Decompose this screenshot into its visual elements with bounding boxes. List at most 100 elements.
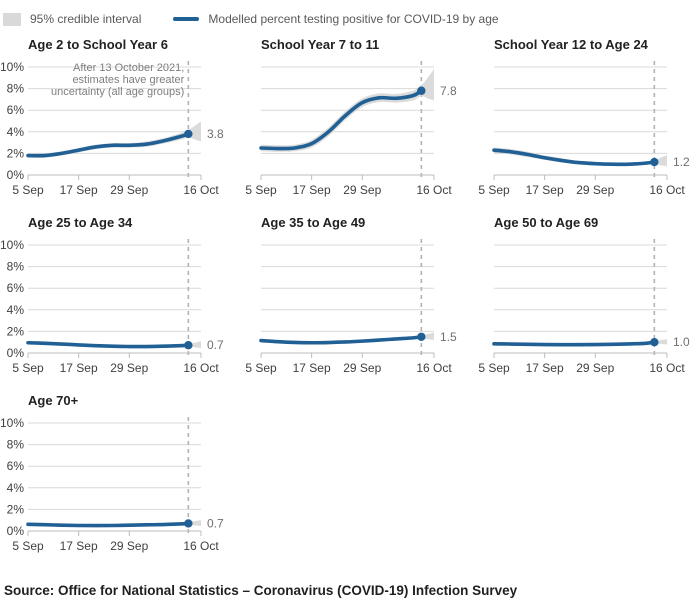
x-tick-label: 5 Sep bbox=[245, 183, 277, 197]
end-value-label: 7.8 bbox=[440, 84, 457, 98]
charts-grid: Age 2 to School Year 6 3.8 5 Sep 17 Sep 29 … bbox=[0, 33, 699, 567]
modelled-line bbox=[26, 132, 191, 158]
x-tick-label: 29 Sep bbox=[576, 183, 614, 197]
x-tick-label: 29 Sep bbox=[110, 361, 148, 375]
x-tick-label: 17 Sep bbox=[60, 361, 98, 375]
source-text: Source: Office for National Statistics –… bbox=[4, 583, 518, 598]
y-tick-label: 4% bbox=[7, 303, 25, 317]
x-tick-label: 17 Sep bbox=[526, 183, 564, 197]
chart-plot: 1.0 5 Sep 17 Sep 29 Sep 16 Oct bbox=[478, 239, 690, 375]
end-dot bbox=[650, 157, 659, 167]
end-value-label: 3.8 bbox=[207, 127, 224, 141]
x-tick-label: 16 Oct bbox=[183, 539, 219, 553]
y-tick-label: 2% bbox=[7, 146, 25, 160]
y-tick-label: 4% bbox=[7, 481, 25, 495]
end-value-label: 1.2 bbox=[673, 155, 690, 169]
y-tick-label: 0% bbox=[7, 346, 25, 360]
x-tick-label: 17 Sep bbox=[526, 361, 564, 375]
y-tick-label: 10% bbox=[0, 416, 24, 430]
y-tick-label: 6% bbox=[7, 103, 25, 117]
credible-interval-swatch bbox=[3, 12, 21, 26]
credible-interval-band bbox=[261, 69, 434, 152]
x-tick-label: 29 Sep bbox=[343, 183, 381, 197]
y-tick-label: 0% bbox=[7, 524, 25, 538]
y-tick-label: 6% bbox=[7, 459, 25, 473]
modelled-line bbox=[492, 340, 657, 347]
y-tick-label: 2% bbox=[7, 324, 25, 338]
chart-title: Age 35 to Age 49 bbox=[261, 215, 366, 230]
modelled-line bbox=[26, 521, 191, 528]
x-tick-label: 17 Sep bbox=[293, 183, 331, 197]
y-tick-label: 6% bbox=[7, 281, 25, 295]
end-value-label: 0.7 bbox=[207, 516, 224, 530]
end-value-label: 1.5 bbox=[440, 330, 457, 344]
chart-title: School Year 12 to Age 24 bbox=[494, 37, 648, 52]
x-tick-label: 17 Sep bbox=[293, 361, 331, 375]
modelled-line-swatch bbox=[173, 17, 200, 21]
y-tick-label: 0% bbox=[7, 168, 25, 182]
y-tick-label: 10% bbox=[0, 60, 24, 74]
end-dot bbox=[417, 86, 426, 95]
modelled-line bbox=[259, 335, 424, 345]
end-dot bbox=[184, 341, 193, 350]
x-tick-label: 16 Oct bbox=[416, 183, 452, 197]
modelled-line bbox=[259, 88, 424, 151]
credible-interval-label: 95% credible interval bbox=[30, 12, 142, 26]
x-tick-label: 29 Sep bbox=[576, 361, 614, 375]
chart-panel: School Year 7 to 11 7.8 5 Sep 17 Sep 29 Sep… bbox=[233, 33, 466, 205]
x-tick-label: 17 Sep bbox=[60, 183, 98, 197]
chart-panel: Age 50 to Age 69 1.0 5 Sep 17 Sep 29 Sep 16 … bbox=[466, 211, 699, 383]
chart-panel: Age 2 to School Year 6 3.8 5 Sep 17 Sep 29 … bbox=[0, 33, 233, 205]
end-dot bbox=[184, 519, 193, 528]
x-tick-label: 5 Sep bbox=[12, 539, 44, 553]
chart-title: Age 70+ bbox=[28, 393, 79, 408]
x-tick-label: 5 Sep bbox=[12, 183, 44, 197]
chart-title: Age 50 to Age 69 bbox=[494, 215, 599, 230]
y-tick-label: 4% bbox=[7, 125, 25, 139]
chart-plot: 1.5 5 Sep 17 Sep 29 Sep 16 Oct bbox=[245, 239, 457, 375]
x-tick-label: 5 Sep bbox=[245, 361, 277, 375]
x-tick-label: 16 Oct bbox=[649, 183, 685, 197]
chart-plot: 3.8 5 Sep 17 Sep 29 Sep 16 Oct 0% 2% 4% 6% 8% 10% A… bbox=[0, 60, 224, 197]
annotation-text: After 13 October 2021, bbox=[73, 62, 184, 74]
end-value-label: 1.0 bbox=[673, 335, 690, 349]
chart-plot: 0.7 5 Sep 17 Sep 29 Sep 16 Oct 0% 2% 4% 6% 8% 10% bbox=[0, 238, 224, 375]
x-tick-label: 5 Sep bbox=[478, 183, 510, 197]
chart-panel: School Year 12 to Age 24 1.2 5 Sep 17 Sep 2… bbox=[466, 33, 699, 205]
x-tick-label: 17 Sep bbox=[60, 539, 98, 553]
chart-panel: Age 35 to Age 49 1.5 5 Sep 17 Sep 29 Sep 16 … bbox=[233, 211, 466, 383]
chart-plot: 7.8 5 Sep 17 Sep 29 Sep 16 Oct bbox=[245, 61, 457, 197]
x-tick-label: 29 Sep bbox=[343, 361, 381, 375]
x-tick-label: 5 Sep bbox=[12, 361, 44, 375]
y-tick-label: 8% bbox=[7, 82, 25, 96]
chart-plot: 1.2 5 Sep 17 Sep 29 Sep 16 Oct bbox=[478, 61, 690, 197]
y-tick-label: 8% bbox=[7, 438, 25, 452]
x-tick-label: 16 Oct bbox=[416, 361, 452, 375]
annotation-text: uncertainty (all age groups) bbox=[51, 86, 184, 98]
end-value-label: 0.7 bbox=[207, 338, 224, 352]
modelled-line-label: Modelled percent testing positive for CO… bbox=[208, 12, 499, 26]
chart-panel: Age 25 to Age 34 0.7 5 Sep 17 Sep 29 Sep 16 … bbox=[0, 211, 233, 383]
x-tick-label: 16 Oct bbox=[183, 183, 219, 197]
x-tick-label: 29 Sep bbox=[110, 183, 148, 197]
chart-title: School Year 7 to 11 bbox=[261, 37, 380, 52]
end-dot bbox=[650, 338, 659, 347]
end-dot bbox=[184, 129, 193, 139]
chart-title: Age 2 to School Year 6 bbox=[28, 37, 168, 52]
chart-plot: 0.7 5 Sep 17 Sep 29 Sep 16 Oct 0% 2% 4% 6% 8% 10% bbox=[0, 416, 224, 553]
x-tick-label: 5 Sep bbox=[478, 361, 510, 375]
y-tick-label: 10% bbox=[0, 238, 24, 252]
modelled-line bbox=[26, 340, 191, 349]
end-dot bbox=[417, 332, 426, 341]
x-tick-label: 16 Oct bbox=[649, 361, 685, 375]
y-tick-label: 2% bbox=[7, 502, 25, 516]
modelled-line bbox=[492, 148, 657, 167]
y-tick-label: 8% bbox=[7, 260, 25, 274]
chart-title: Age 25 to Age 34 bbox=[28, 215, 133, 230]
x-tick-label: 16 Oct bbox=[183, 361, 219, 375]
annotation-text: estimates have greater bbox=[72, 74, 184, 86]
legend: 95% credible interval Modelled percent t… bbox=[0, 0, 699, 31]
chart-panel: Age 70+ 0.7 5 Sep 17 Sep 29 Sep 16 Oct 0% 2% 4%… bbox=[0, 389, 233, 561]
x-tick-label: 29 Sep bbox=[110, 539, 148, 553]
